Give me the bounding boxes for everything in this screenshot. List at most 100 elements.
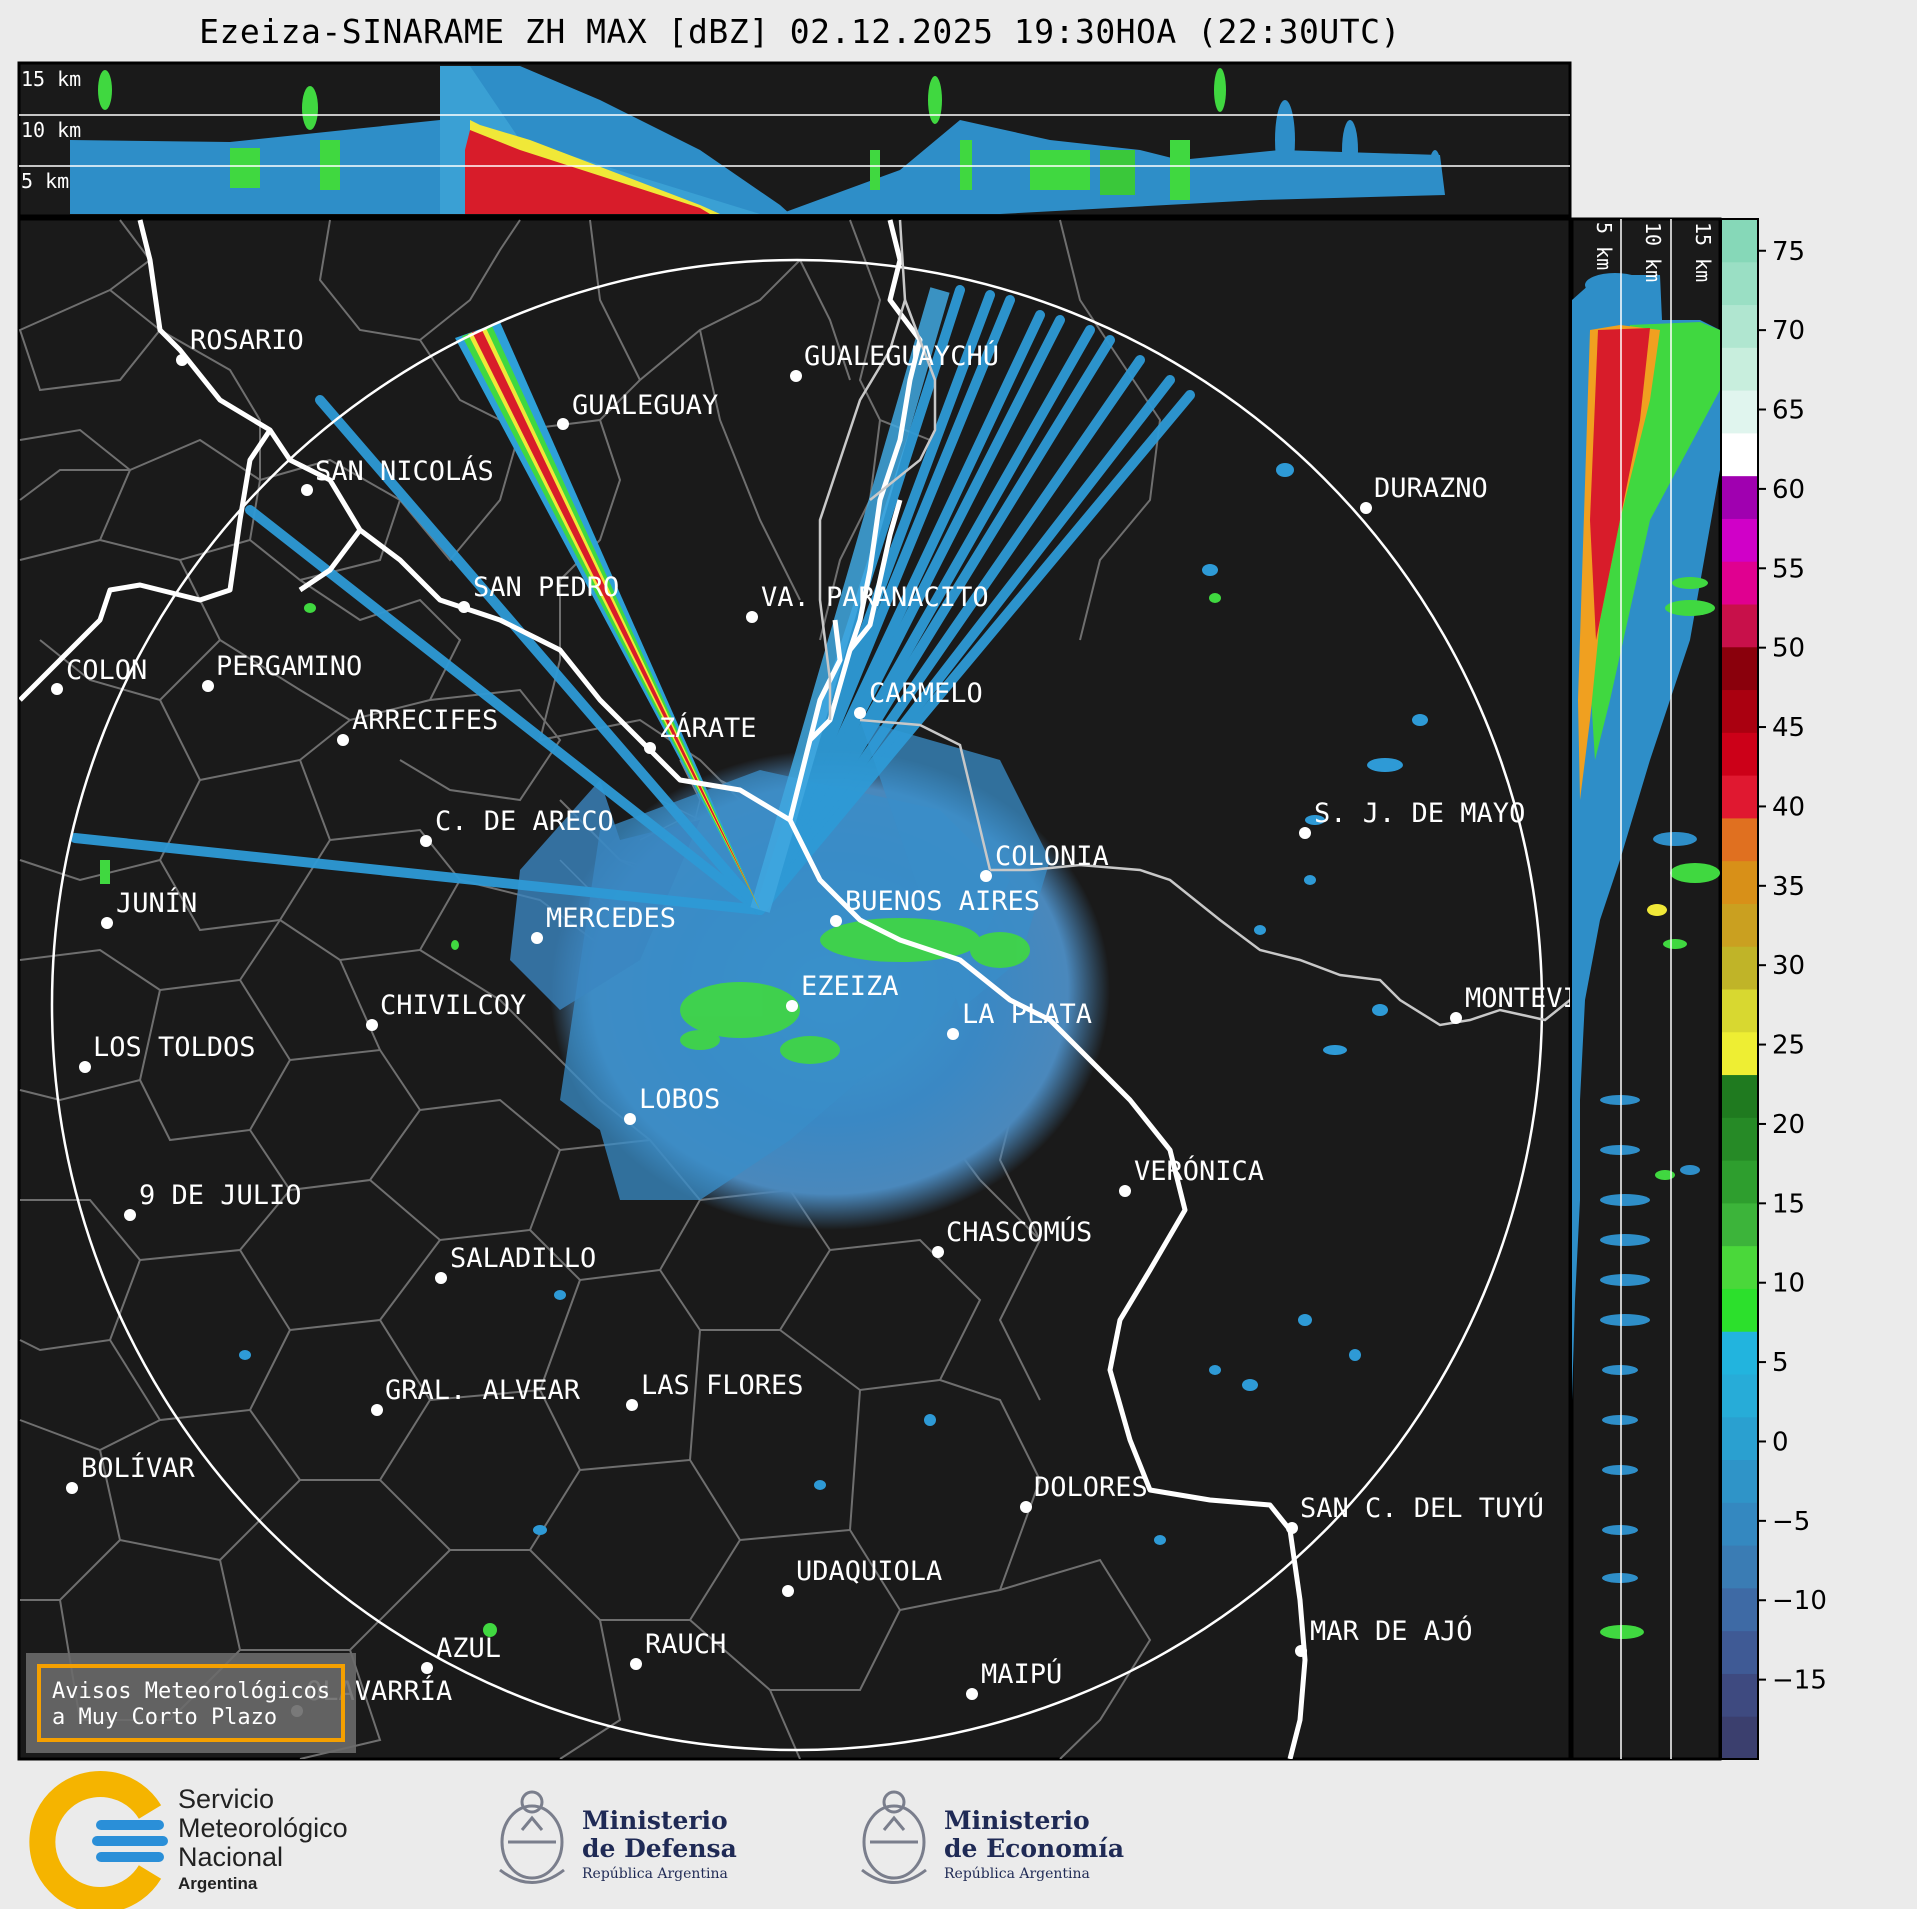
colorbar-cell [1721,261,1758,306]
top-cross-section: 15 km 10 km 5 km [17,61,1572,218]
national-shield-icon [499,1790,565,1884]
colorbar-cell [1721,1545,1758,1589]
colorbar-tick-label: −10 [1772,1586,1827,1616]
colorbar-tick-label: 75 [1772,237,1805,267]
defensa-line-3: República Argentina [582,1866,728,1882]
side-echoes [1572,273,1720,1639]
colorbar-cell [1721,1673,1758,1717]
colorbar-cell [1721,1630,1758,1674]
city-label-gualeguaychu: GUALEGUAYCHÚ [804,340,999,372]
colorbar-cell [1721,946,1758,990]
colorbar-cell [1721,689,1758,733]
colorbar-cell [1721,1374,1758,1418]
colorbar-cell [1721,903,1758,947]
side-label-10km: 10 km [1641,222,1665,282]
city-label-pergamino: PERGAMINO [216,651,362,682]
city-label-c-de-areco: C. DE ARECO [435,806,614,837]
city-label-los-toldos: LOS TOLDOS [93,1032,256,1063]
colorbar-cell [1721,1502,1758,1546]
top-label-10km: 10 km [21,118,81,142]
footer-logos: Servicio Meteorológico Nacional Argentin… [29,1771,1124,1909]
colorbar-tick-label: 40 [1772,792,1805,822]
colorbar-cell [1721,475,1758,519]
colorbar-cell [1721,432,1758,477]
smn-emblem-icon [29,1771,168,1909]
smn-logo: Servicio Meteorológico Nacional Argentin… [29,1771,348,1909]
city-label-san-nicolas: SAN NICOLÁS [315,455,494,487]
city-label-arrecifes: ARRECIFES [352,705,498,736]
city-label-mercedes: MERCEDES [546,903,676,934]
smn-line-1: Servicio [178,1784,274,1814]
colorbar-cell [1721,817,1758,862]
colorbar-cell [1721,390,1758,434]
colorbar-tick-label: 25 [1772,1031,1805,1061]
colorbar-frame [1720,218,1759,1760]
colorbar-cell [1721,646,1758,691]
colorbar-cell [1721,1074,1758,1118]
colorbar-cell [1721,604,1758,648]
colorbar-cell [1721,860,1758,904]
city-label-lobos: LOBOS [639,1084,720,1115]
colorbar-tick-label: 10 [1772,1269,1805,1299]
rivers [818,219,1570,1027]
city-label-udaquiola: UDAQUIOLA [796,1556,942,1587]
warning-line-2: a Muy Corto Plazo [52,1705,277,1730]
city-label-las-flores: LAS FLORES [641,1370,804,1401]
colorbar-tick-label: 15 [1772,1189,1805,1219]
colorbar-tick-label: 35 [1772,872,1805,902]
colorbar-tick-label: 45 [1772,713,1805,743]
colorbar-cell [1721,1245,1758,1289]
map-panel: ROSARIO GUALEGUAYCHÚ GUALEGUAY SAN NICOL… [17,217,1628,1761]
city-label-rosario: ROSARIO [190,325,304,356]
city-label-buenos-aires: BUENOS AIRES [845,886,1040,917]
city-label-rauch: RAUCH [645,1629,726,1660]
top-label-15km: 15 km [21,67,81,91]
top-echoes [70,66,1445,214]
colorbar-cell [1721,1031,1758,1076]
city-label-zarate: ZÁRATE [659,712,757,744]
warning-box-border [37,1664,345,1742]
city-label-saladillo: SALADILLO [450,1243,596,1274]
city-labels: ROSARIO GUALEGUAYCHÚ GUALEGUAY SAN NICOL… [66,325,1628,1707]
city-label-montevideo: MONTEVIDEO [1465,983,1628,1014]
colorbar-tick-label: 30 [1772,951,1805,981]
city-label-9-de-julio: 9 DE JULIO [139,1180,302,1211]
city-label-junin: JUNÍN [116,887,197,919]
city-label-colonia: COLONIA [995,841,1109,872]
city-label-la-plata: LA PLATA [962,999,1092,1030]
city-label-durazno: DURAZNO [1374,473,1488,504]
city-label-veronica: VERÓNICA [1134,1155,1264,1187]
city-label-bolivar: BOLÍVAR [81,1452,196,1484]
colorbar-cell [1721,518,1758,562]
warning-box[interactable]: Avisos Meteorológicos a Muy Corto Plazo [26,1653,356,1753]
defensa-line-2: de Defensa [582,1834,737,1863]
city-label-dolores: DOLORES [1034,1472,1148,1503]
colorbar-tick-label: 20 [1772,1110,1805,1140]
city-label-gral-alvear: GRAL. ALVEAR [385,1375,581,1406]
city-label-san-c-del-tuyu: SAN C. DEL TUYÚ [1300,1492,1544,1524]
colorbar-cells [1721,219,1758,1760]
smn-line-4: Argentina [178,1874,258,1893]
colorbar-tick-label: 65 [1772,396,1805,426]
city-label-san-pedro: SAN PEDRO [473,572,619,603]
side-label-15km: 15 km [1691,222,1715,282]
city-label-ezeiza: EZEIZA [801,971,899,1002]
map-title: Ezeiza-SINARAME ZH MAX [dBZ] 02.12.2025 … [199,12,1401,51]
side-label-5km: 5 km [1592,222,1616,270]
warning-line-1: Avisos Meteorológicos [52,1679,330,1704]
city-label-colon: COLON [66,655,147,686]
colorbar-tick-label: −5 [1772,1507,1810,1537]
colorbar-tick-label: 0 [1772,1427,1789,1457]
city-label-va-paranacito: VA. PARANACITO [761,582,989,613]
colorbar-tick-label: 5 [1772,1348,1789,1378]
colorbar-cell [1721,1160,1758,1204]
colorbar-cell [1721,219,1758,263]
colorbar-tick-label: −15 [1772,1666,1827,1696]
city-label-mar-de-ajo: MAR DE AJÓ [1310,1615,1473,1647]
colorbar-cell [1721,1331,1758,1375]
defensa-line-1: Ministerio [582,1806,728,1835]
colorbar-cell [1721,304,1758,348]
